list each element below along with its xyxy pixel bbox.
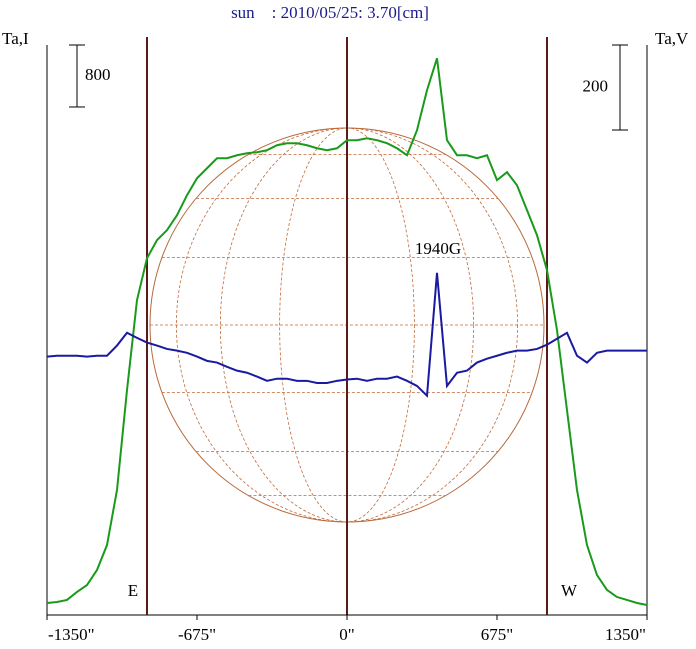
chart-title: sun : 2010/05/25: 3.70[cm]: [231, 3, 429, 22]
limb-label: E: [128, 581, 138, 600]
limb-label: W: [561, 581, 578, 600]
x-tick-label: -1350": [48, 625, 95, 644]
y2-axis-label: Ta,V: [655, 29, 689, 48]
x-tick-label: -675": [178, 625, 216, 644]
annotation: 1940G: [415, 239, 461, 258]
y-axis-label: Ta,I: [2, 29, 29, 48]
scale-bar-label: 200: [583, 76, 609, 95]
x-tick-label: 675": [481, 625, 513, 644]
series-line: [46, 272, 647, 398]
series-line: [46, 58, 648, 606]
scale-bar-label: 800: [85, 65, 111, 84]
x-tick-label: 0": [339, 625, 354, 644]
x-tick-label: 1350": [605, 625, 646, 644]
